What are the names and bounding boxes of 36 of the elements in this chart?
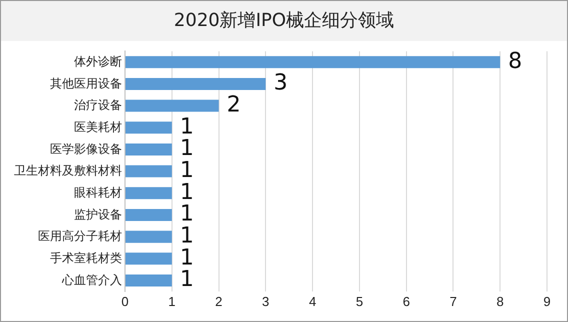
x-tick-label: 0 xyxy=(121,294,129,309)
bar xyxy=(126,56,500,68)
y-tick-label: 眼科耗材 xyxy=(74,185,122,200)
y-tick-label: 卫生材料及敷料材料 xyxy=(14,164,122,178)
y-tick-label: 医学影像设备 xyxy=(50,142,122,156)
y-tick-label: 手术室耗材类 xyxy=(50,250,122,265)
bar xyxy=(126,78,266,90)
x-tick-label: 9 xyxy=(543,294,551,309)
bar xyxy=(126,165,172,178)
bar xyxy=(126,143,172,156)
bar xyxy=(126,208,172,221)
x-tick-label: 6 xyxy=(402,294,410,309)
bar xyxy=(126,230,172,243)
x-tick-label: 8 xyxy=(496,294,504,309)
x-tick-label: 7 xyxy=(450,294,457,309)
data-label: 3 xyxy=(274,70,288,96)
bar xyxy=(126,274,172,286)
y-tick-label: 治疗设备 xyxy=(74,98,122,112)
x-tick-label: 5 xyxy=(356,294,364,309)
y-tick-label: 医用高分子耗材 xyxy=(38,229,122,244)
bar xyxy=(126,122,172,134)
data-label: 2 xyxy=(226,92,241,118)
x-tick-label: 1 xyxy=(168,294,176,309)
x-tick-label: 3 xyxy=(262,294,270,309)
bar xyxy=(126,100,219,112)
y-tick-label: 监护设备 xyxy=(74,207,122,222)
y-tick-label: 医美耗材 xyxy=(74,120,122,134)
x-tick-label: 4 xyxy=(308,294,316,309)
y-tick-label: 其他医用设备 xyxy=(50,76,122,90)
bar xyxy=(126,252,172,265)
chart-title: 2020新增IPO械企细分领域 xyxy=(1,1,567,41)
y-tick-label: 心血管介入 xyxy=(61,272,122,287)
data-label: 8 xyxy=(508,48,522,74)
y-tick-label: 体外诊断 xyxy=(74,54,122,68)
bar xyxy=(126,187,172,200)
x-tick-label: 2 xyxy=(215,294,222,309)
